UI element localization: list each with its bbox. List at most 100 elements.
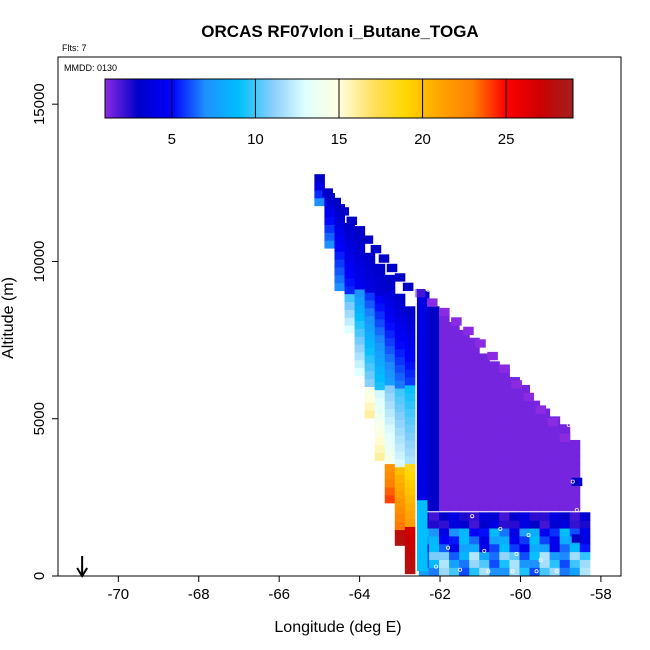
heat-cell: [539, 551, 551, 560]
heat-cell: [416, 515, 428, 524]
heat-cell: [344, 270, 356, 279]
heat-cell: [489, 471, 500, 480]
heat-cell: [364, 307, 376, 317]
heat-cell: [364, 386, 376, 395]
data-bin: [439, 307, 450, 317]
heat-cell: [354, 344, 366, 353]
heat-cell: [364, 315, 376, 325]
heat-cell: [364, 347, 376, 356]
heat-cell: [374, 389, 386, 398]
heat-cell: [428, 495, 440, 504]
heat-cell: [579, 543, 591, 553]
heat-cell: [549, 487, 561, 496]
heat-cell: [439, 479, 450, 488]
heat-cell: [509, 447, 520, 457]
heat-cell: [404, 518, 416, 527]
heat-cell: [539, 535, 551, 545]
heat-cell: [394, 490, 406, 499]
heat-cell: [374, 311, 386, 320]
heat-cell: [428, 322, 440, 331]
heat-cell: [489, 512, 500, 521]
heat-cell: [439, 463, 450, 472]
heat-cell: [384, 306, 396, 315]
heat-cell: [334, 274, 346, 284]
heat-cell: [579, 512, 591, 521]
heat-cell: [459, 528, 470, 537]
data-bin: [338, 207, 350, 216]
heat-cell: [569, 502, 581, 512]
heat-cell: [394, 388, 406, 397]
heat-cell: [459, 392, 470, 402]
heat-cell: [509, 384, 520, 394]
heat-cell: [344, 293, 356, 303]
data-bin: [362, 235, 374, 244]
heat-cell: [439, 551, 450, 560]
heat-cell: [439, 353, 450, 362]
heat-cell: [428, 306, 440, 315]
heat-cell: [489, 520, 500, 529]
heat-cell: [509, 479, 520, 488]
heat-cell: [509, 567, 520, 576]
heat-cell: [314, 197, 325, 207]
heat-cell: [404, 314, 416, 323]
sample-point: [446, 545, 451, 550]
heat-cell: [364, 339, 376, 348]
heat-cell: [404, 550, 416, 559]
heat-cell: [314, 182, 325, 191]
heat-cell: [404, 424, 416, 433]
heat-cell: [404, 495, 416, 504]
heat-cell: [569, 520, 581, 529]
heat-cell: [394, 435, 406, 444]
heat-cell: [459, 495, 470, 504]
heat-cell: [344, 238, 356, 248]
heat-cell: [354, 281, 366, 290]
heat-cell: [354, 328, 366, 337]
heat-cell: [324, 232, 335, 241]
heat-cell: [569, 439, 581, 449]
heat-cell: [324, 193, 335, 202]
heat-cell: [449, 512, 460, 521]
sample-point: [486, 569, 491, 574]
heat-cell: [439, 487, 450, 496]
heat-cell: [344, 317, 356, 326]
heat-cell: [549, 543, 561, 553]
sample-point: [554, 569, 559, 574]
heat-cell: [416, 539, 428, 548]
data-bin: [451, 317, 462, 326]
heat-cell: [529, 447, 541, 457]
data-bin: [322, 188, 333, 197]
heat-cell: [479, 479, 490, 488]
heat-cell: [384, 400, 396, 409]
heat-cell: [384, 282, 396, 292]
heat-cell: [509, 408, 520, 417]
heat-cell: [509, 495, 520, 504]
heat-cell: [439, 471, 450, 480]
heat-cell: [404, 471, 416, 480]
heat-cell: [549, 520, 561, 529]
heat-cell: [579, 535, 591, 545]
heat-cell: [374, 405, 386, 414]
heat-cell: [479, 487, 490, 496]
heat-cell: [569, 551, 581, 560]
heat-cell: [559, 551, 571, 560]
heat-cell: [509, 463, 520, 472]
y-tick-label: 10000: [31, 241, 48, 283]
heat-cell: [384, 416, 396, 425]
heat-cell: [324, 216, 335, 225]
heat-cell: [449, 384, 460, 394]
heat-cell: [394, 450, 406, 460]
heat-cell: [489, 455, 500, 465]
heat-cell: [499, 384, 510, 394]
heat-cell: [519, 471, 531, 480]
heat-cell: [479, 520, 490, 529]
heat-cell: [384, 424, 396, 433]
heat-cell: [404, 369, 416, 378]
heat-cell: [469, 369, 480, 378]
heat-cell: [428, 329, 440, 339]
heat-cell: [384, 377, 396, 386]
heat-cell: [549, 495, 561, 504]
chart-title: ORCAS RF07vlon i_Butane_TOGA: [201, 22, 478, 41]
heat-cell: [469, 471, 480, 480]
heat-cell: [499, 543, 510, 553]
heat-cell: [509, 400, 520, 409]
